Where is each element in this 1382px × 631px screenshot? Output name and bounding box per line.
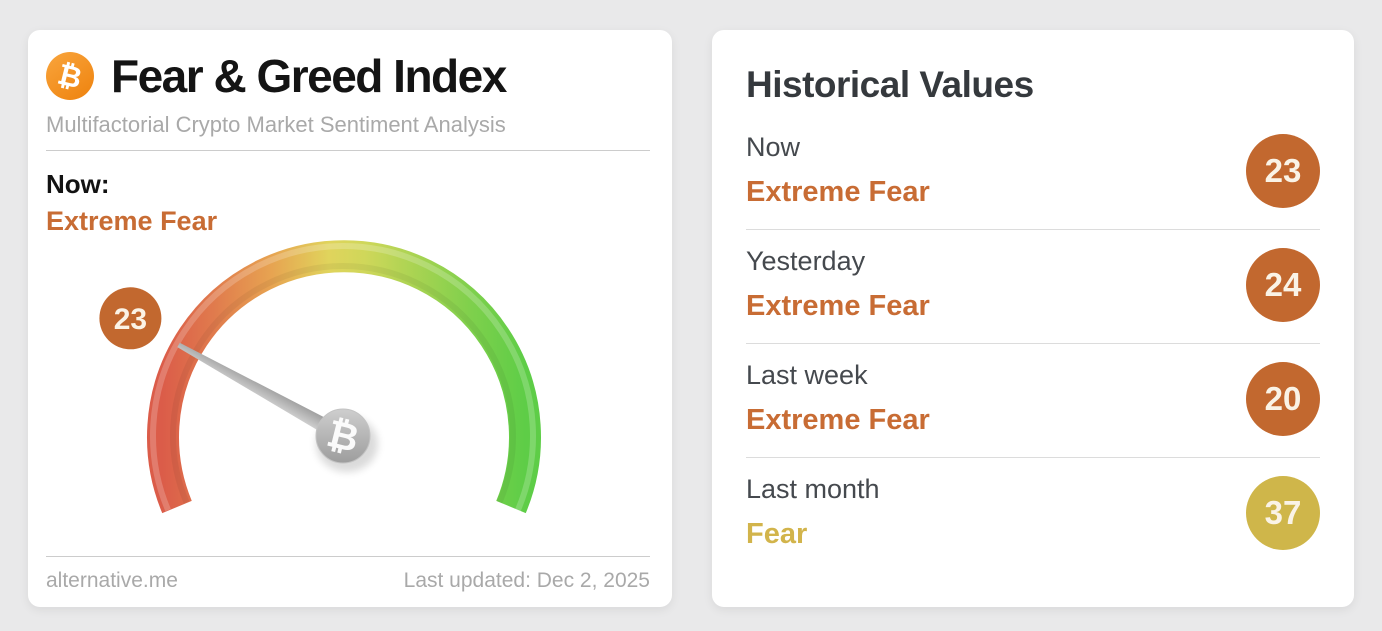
bitcoin-glyph: ₿ xyxy=(54,56,86,95)
fng-card: ₿ Fear & Greed Index Multifactorial Cryp… xyxy=(28,30,672,607)
fng-header: ₿ Fear & Greed Index xyxy=(46,50,650,102)
hv-period-label: Last month xyxy=(746,474,880,504)
gauge-hub xyxy=(315,408,371,464)
hv-value-badge: 37 xyxy=(1246,475,1320,550)
fear-greed-gauge: ₿ 23 xyxy=(99,240,541,514)
gauge-arc xyxy=(147,240,541,514)
hv-value-badge: 24 xyxy=(1246,247,1320,322)
hv-classification: Extreme Fear xyxy=(746,404,930,436)
source-link[interactable]: alternative.me xyxy=(46,569,178,592)
hv-classification: Extreme Fear xyxy=(746,290,930,322)
hv-period-label: Last week xyxy=(746,360,868,390)
hv-row-text: Last week Extreme Fear xyxy=(746,360,930,437)
gauge-needle xyxy=(177,342,347,443)
hv-value-badge: 23 xyxy=(1246,133,1320,208)
fng-footer: alternative.me Last updated: Dec 2, 2025 xyxy=(46,556,650,593)
gauge-arc-inner-shade xyxy=(170,263,516,504)
hv-row-text: Yesterday Extreme Fear xyxy=(746,246,930,323)
hv-classification: Fear xyxy=(746,518,808,550)
gauge-value-text: 23 xyxy=(114,303,147,336)
gauge-value-badge: 23 xyxy=(99,287,162,350)
page-title: Fear & Greed Index xyxy=(111,50,507,102)
now-classification: Extreme Fear xyxy=(46,206,218,236)
header-divider xyxy=(46,150,650,151)
hv-period-label: Now xyxy=(746,132,801,162)
hv-row-yesterday: Yesterday Extreme Fear 24 xyxy=(746,230,1320,344)
fng-subtitle: Multifactorial Crypto Market Sentiment A… xyxy=(46,112,506,137)
hv-row-last-month: Last month Fear 37 xyxy=(746,458,1320,571)
hv-classification: Extreme Fear xyxy=(746,176,930,208)
historical-values-card: Historical Values Now Extreme Fear 23 Ye… xyxy=(712,30,1354,607)
historical-values-title: Historical Values xyxy=(746,64,1034,105)
hv-value-badge: 20 xyxy=(1246,361,1320,436)
hv-row-last-week: Last week Extreme Fear 20 xyxy=(746,344,1320,458)
hv-row-text: Last month Fear xyxy=(746,474,880,551)
bitcoin-icon: ₿ xyxy=(46,52,94,100)
last-updated: Last updated: Dec 2, 2025 xyxy=(403,569,650,592)
now-label: Now: xyxy=(46,169,110,199)
hv-row-now: Now Extreme Fear 23 xyxy=(746,116,1320,230)
hv-period-label: Yesterday xyxy=(746,246,866,276)
hv-row-text: Now Extreme Fear xyxy=(746,132,930,209)
gauge-arc-outer-highlight xyxy=(150,242,536,512)
